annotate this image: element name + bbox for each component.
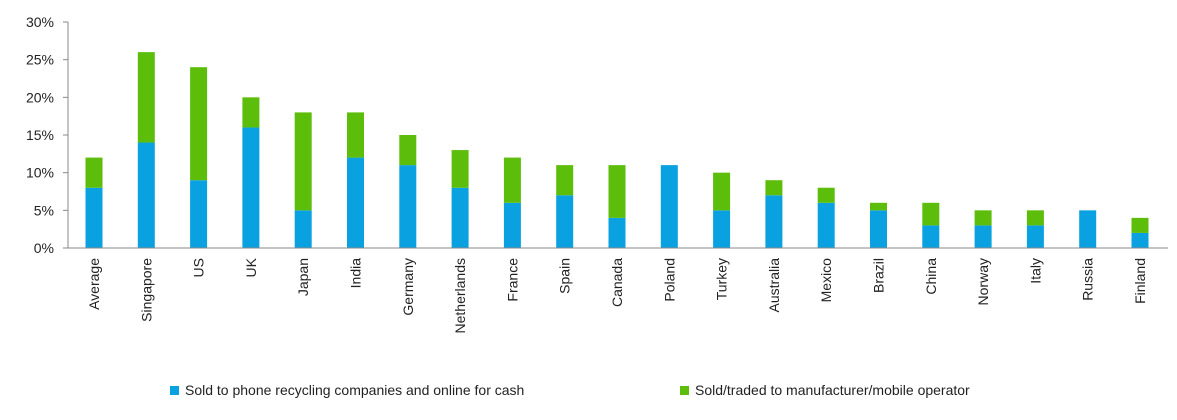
bar-china-series-2: [922, 202, 940, 226]
bar-australia-series-2: [765, 180, 783, 196]
bar-france-series-1: [503, 202, 521, 248]
bar-germany-series-1: [399, 165, 417, 248]
x-tick-label: Norway: [975, 258, 991, 305]
x-tick-label: Japan: [295, 258, 311, 296]
x-axis: Average Singapore US UK Japan India Germany Net…: [68, 247, 1168, 334]
y-tick-label: 20%: [26, 89, 54, 105]
bar-average-series-2: [85, 157, 103, 188]
y-tick-label: 5%: [34, 202, 54, 218]
x-tick-label: Finland: [1132, 258, 1148, 304]
x-tick-label: Australia: [766, 258, 782, 313]
x-tick-label: Mexico: [818, 258, 834, 303]
y-tick-label: 10%: [26, 165, 54, 181]
x-tick-label: Russia: [1080, 258, 1096, 301]
legend-label-operator: Sold/traded to manufacturer/mobile opera…: [695, 382, 970, 398]
bar-india-series-2: [347, 112, 364, 158]
bar-finland-series-2: [1131, 217, 1149, 233]
x-tick-label: Singapore: [138, 258, 154, 322]
bar-norway-series-2: [974, 210, 992, 226]
bar-china-series-1: [922, 225, 940, 248]
bar-canada-series-1: [608, 217, 626, 248]
x-tick-label: US: [191, 258, 207, 277]
x-tick-label: Brazil: [871, 258, 887, 293]
x-tick-label: Average: [86, 258, 102, 310]
bar-turkey-series-1: [713, 210, 731, 248]
bar-russia-series-1: [1079, 210, 1097, 248]
legend-swatch-recycling: [170, 385, 179, 395]
legend-item-recycling: Sold to phone recycling companies and on…: [170, 382, 524, 398]
x-tick-label: China: [923, 258, 939, 295]
y-tick-label: 25%: [26, 52, 54, 68]
x-tick-label: Italy: [1027, 258, 1043, 284]
bar-japan-series-1: [294, 210, 312, 248]
bar-italy-series-2: [1026, 210, 1044, 226]
x-tick-label: UK: [243, 257, 259, 277]
bar-us-series-1: [190, 180, 208, 248]
bar-mexico-series-1: [817, 202, 835, 248]
y-tick-label: 30%: [26, 14, 54, 30]
x-tick-label: Germany: [400, 258, 416, 316]
bar-france-series-2: [503, 157, 521, 203]
bar-singapore-series-2: [137, 52, 155, 143]
bar-norway-series-1: [974, 225, 992, 248]
bar-mexico-series-2: [817, 187, 835, 203]
bar-average-series-1: [85, 187, 103, 248]
x-tick-label: France: [504, 258, 520, 302]
bar-japan-series-2: [294, 112, 312, 211]
legend-label-recycling: Sold to phone recycling companies and on…: [185, 382, 525, 398]
bar-uk-series-1: [242, 127, 260, 248]
x-tick-label: India: [348, 258, 364, 289]
x-tick-label: Turkey: [714, 258, 730, 300]
bar-brazil-series-1: [870, 210, 887, 248]
bar-canada-series-2: [608, 165, 626, 218]
bar-australia-series-1: [765, 195, 783, 248]
bar-india-series-1: [347, 157, 364, 248]
bar-brazil-series-2: [870, 202, 887, 211]
x-tick-label: Spain: [557, 258, 573, 294]
bar-italy-series-1: [1026, 225, 1044, 248]
bar-spain-series-2: [556, 165, 574, 196]
y-axis: 0% 5% 10% 15% 20% 25% 30%: [26, 14, 69, 256]
bar-germany-series-2: [399, 135, 417, 166]
bar-singapore-series-1: [137, 142, 155, 248]
bar-finland-series-1: [1131, 232, 1149, 248]
bar-turkey-series-2: [713, 172, 731, 211]
y-tick-label: 0%: [34, 240, 54, 256]
x-tick-label: Poland: [661, 258, 677, 302]
x-tick-label: Netherlands: [452, 258, 468, 334]
bar-uk-series-2: [242, 97, 260, 128]
bar-netherlands-series-1: [451, 187, 469, 248]
bar-netherlands-series-2: [451, 150, 469, 188]
legend: Sold to phone recycling companies and on…: [0, 382, 1177, 406]
bars-group: [85, 52, 1149, 248]
y-tick-label: 15%: [26, 127, 54, 143]
bar-us-series-2: [190, 67, 208, 181]
bar-spain-series-1: [556, 195, 574, 248]
bar-poland-series-1: [660, 165, 678, 248]
x-tick-label: Canada: [609, 258, 625, 307]
legend-item-operator: Sold/traded to manufacturer/mobile opera…: [680, 382, 970, 398]
legend-swatch-operator: [680, 385, 689, 395]
